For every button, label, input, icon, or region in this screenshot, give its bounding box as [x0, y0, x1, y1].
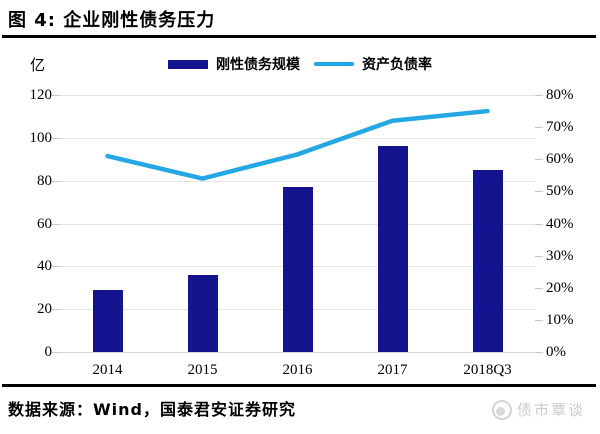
left-axis-unit-label: 亿	[30, 56, 46, 74]
title-divider	[2, 35, 596, 38]
legend-bar-label: 刚性债务规模	[216, 57, 300, 73]
secondary-axis-tick-label: 0%	[546, 344, 566, 360]
y-axis-tick	[52, 309, 60, 311]
bar-2015	[187, 274, 218, 352]
y-axis-tick	[52, 223, 60, 225]
legend-item-line: 资产负债率	[314, 54, 432, 74]
y-axis-tick	[52, 95, 60, 96]
x-axis-label: 2015	[187, 362, 218, 378]
y-axis-tick-label: 100	[29, 129, 53, 146]
y-axis-tick	[52, 352, 60, 353]
y-axis-tick-label: 80	[37, 172, 52, 189]
secondary-axis-tick-label: 60%	[546, 151, 574, 168]
figure-title: 图 4: 企业刚性债务压力	[8, 10, 216, 31]
line-series-swatch	[314, 62, 354, 66]
secondary-axis-tick	[535, 255, 543, 257]
bar-series-swatch	[168, 59, 208, 69]
bar-2016	[282, 187, 313, 352]
bar-2014	[92, 289, 123, 352]
secondary-axis-tick-label: 80%	[546, 87, 574, 103]
y-axis-tick-label: 0	[44, 344, 53, 360]
secondary-axis-tick	[535, 159, 543, 161]
bar-2017	[377, 146, 408, 352]
gridline	[60, 180, 535, 182]
secondary-axis-tick	[535, 319, 543, 321]
gridline	[60, 95, 535, 96]
x-axis-label: 2018Q3	[463, 362, 512, 378]
y-axis-tick	[52, 266, 60, 268]
secondary-axis-tick	[535, 352, 543, 353]
y-axis-tick-label: 120	[29, 87, 53, 103]
y-axis-tick	[52, 180, 60, 182]
y-axis-tick-label: 20	[37, 301, 52, 318]
secondary-axis-tick-label: 30%	[546, 247, 574, 264]
secondary-axis-tick	[535, 127, 543, 129]
watermark-logo-icon	[492, 399, 512, 420]
secondary-axis-tick-label: 20%	[546, 279, 574, 296]
secondary-axis-tick	[535, 191, 543, 193]
asset-liability-ratio-line	[105, 108, 490, 181]
secondary-axis-tick-label: 10%	[546, 311, 574, 328]
y-axis-tick-label: 40	[37, 258, 52, 275]
secondary-axis-tick	[535, 287, 543, 289]
secondary-axis-tick-label: 50%	[546, 183, 574, 200]
y-axis-tick-label: 60	[37, 215, 52, 232]
data-source: 数据来源：Wind，国泰君安证券研究	[8, 400, 296, 419]
secondary-axis-tick	[535, 223, 543, 225]
gridline	[60, 137, 535, 139]
gridline	[60, 352, 535, 353]
watermark: 债市覃谈	[492, 399, 585, 420]
legend-line-label: 资产负债率	[362, 57, 432, 73]
chart-legend: 刚性债务规模 资产负债率	[0, 54, 600, 74]
x-axis-label: 2016	[282, 362, 313, 378]
secondary-axis-tick-label: 40%	[546, 215, 574, 232]
y-axis-tick	[52, 137, 60, 139]
secondary-axis-tick	[535, 95, 543, 96]
x-axis-label: 2014	[92, 362, 123, 378]
x-axis-label: 2017	[377, 362, 408, 378]
footer-divider	[2, 384, 596, 387]
bar-2018Q3	[472, 169, 503, 352]
legend-item-bar: 刚性债务规模	[168, 54, 300, 74]
watermark-text: 债市覃谈	[517, 401, 586, 419]
secondary-axis-tick-label: 70%	[546, 119, 574, 136]
